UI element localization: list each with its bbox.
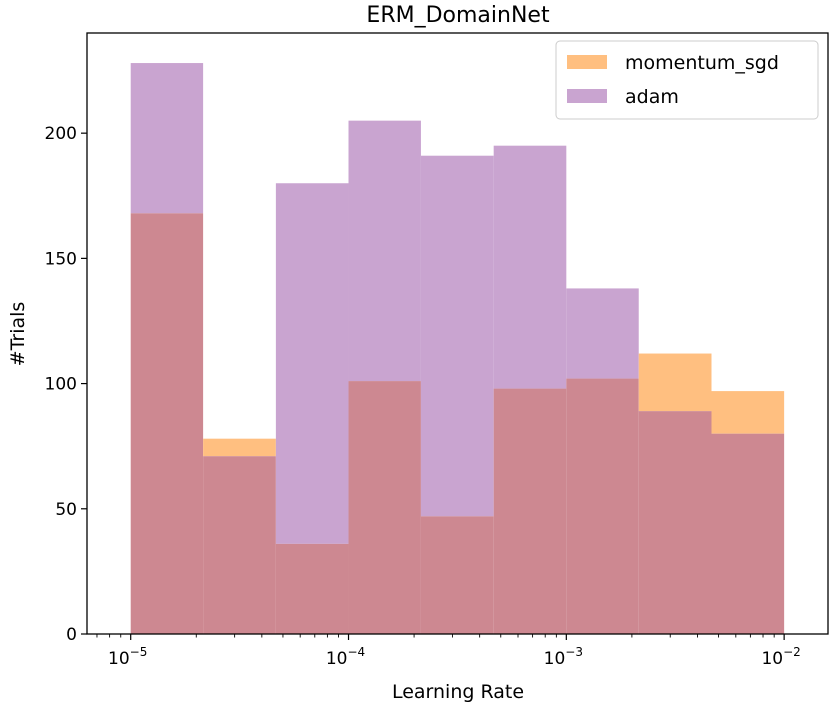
legend-swatch-momentum-sgd — [567, 55, 607, 69]
bar-overlap-bin-4 — [420, 516, 494, 634]
chart-title: ERM_DomainNet — [366, 3, 550, 28]
legend-label-adam: adam — [625, 86, 679, 108]
bar-adam-bin-5 — [493, 145, 567, 389]
y-axis: 0 50 100 150 200 — [45, 124, 87, 645]
bar-overlap-bin-7 — [638, 411, 712, 634]
x-axis-label: Learning Rate — [392, 681, 524, 703]
x-tick-label-0: 10−5 — [108, 645, 147, 669]
bar-adam-bin-2 — [275, 183, 349, 544]
bar-overlap-bin-2 — [275, 543, 349, 634]
bar-overlap-bin-8 — [711, 433, 785, 634]
bar-overlap-bin-3 — [348, 381, 421, 634]
bar-adam-bin-6 — [566, 288, 639, 379]
y-axis-label: #Trials — [7, 302, 29, 367]
y-tick-label-200: 200 — [45, 124, 77, 144]
legend-swatch-adam — [567, 89, 607, 103]
bar-overlap-bin-5 — [493, 388, 567, 634]
x-tick-label-2: 10−3 — [544, 645, 583, 669]
bar-momentum-sgd-bin-8 — [711, 391, 785, 434]
bars-group — [130, 63, 785, 635]
bar-overlap-bin-1 — [203, 456, 276, 634]
bar-momentum-sgd-bin-7 — [638, 353, 712, 412]
bar-adam-bin-3 — [348, 120, 421, 382]
x-axis: 10−5 10−4 10−3 10−2 — [96, 634, 801, 669]
legend-label-momentum-sgd: momentum_sgd — [625, 52, 779, 74]
y-tick-label-0: 0 — [66, 625, 77, 645]
legend: momentum_sgd adam — [555, 40, 819, 120]
x-tick-label-3: 10−2 — [761, 645, 800, 669]
bar-overlap-bin-6 — [566, 378, 639, 634]
y-tick-label-50: 50 — [55, 500, 77, 520]
legend-box — [555, 40, 819, 120]
bar-overlap-bin-0 — [130, 213, 204, 635]
y-tick-label-100: 100 — [45, 375, 77, 395]
plot-frame — [86, 32, 829, 635]
bar-adam-bin-0 — [130, 63, 204, 214]
x-tick-label-1: 10−4 — [326, 645, 365, 669]
bar-momentum-sgd-bin-1 — [203, 438, 276, 457]
bar-adam-bin-4 — [420, 155, 494, 517]
y-tick-label-150: 150 — [45, 249, 77, 269]
